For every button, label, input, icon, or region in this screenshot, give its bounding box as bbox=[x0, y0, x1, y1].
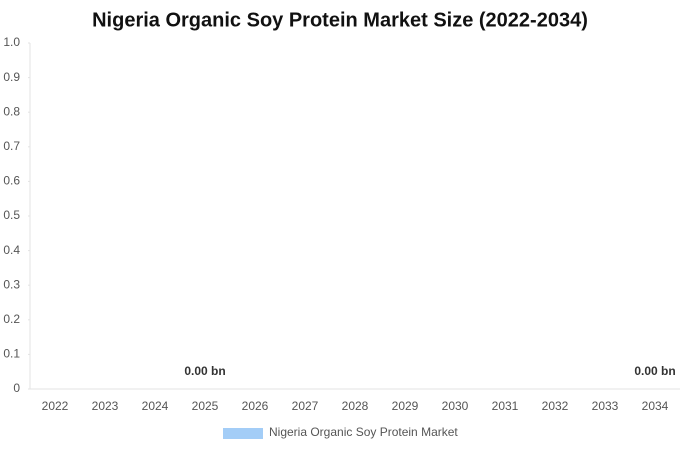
x-tick-label: 2031 bbox=[492, 399, 519, 413]
value-label: 0.00 bn bbox=[184, 364, 225, 378]
y-tick-label: 0.8 bbox=[3, 104, 20, 118]
legend-swatch bbox=[223, 428, 263, 439]
y-tick-label: 0 bbox=[13, 381, 20, 395]
legend-label: Nigeria Organic Soy Protein Market bbox=[269, 425, 458, 439]
x-tick-label: 2025 bbox=[192, 399, 219, 413]
y-tick-label: 0.9 bbox=[3, 70, 20, 84]
x-tick-label: 2030 bbox=[442, 399, 469, 413]
y-tick-label: 0.2 bbox=[3, 312, 20, 326]
x-tick-label: 2028 bbox=[342, 399, 369, 413]
y-tick-label: 0.5 bbox=[3, 208, 20, 222]
x-tick-label: 2026 bbox=[242, 399, 269, 413]
x-tick-label: 2034 bbox=[642, 399, 669, 413]
x-tick-label: 2027 bbox=[292, 399, 319, 413]
y-tick-label: 0.1 bbox=[3, 347, 20, 361]
y-tick-label: 0.7 bbox=[3, 139, 20, 153]
y-tick-label: 0.6 bbox=[3, 174, 20, 188]
x-tick-label: 2024 bbox=[142, 399, 169, 413]
x-tick-label: 2022 bbox=[42, 399, 69, 413]
x-tick-label: 2023 bbox=[92, 399, 119, 413]
x-tick-label: 2029 bbox=[392, 399, 419, 413]
x-tick-label: 2033 bbox=[592, 399, 619, 413]
y-tick-label: 1.0 bbox=[3, 35, 20, 49]
value-label: 0.00 bn bbox=[634, 364, 675, 378]
chart-title: Nigeria Organic Soy Protein Market Size … bbox=[92, 9, 588, 31]
y-tick-label: 0.4 bbox=[3, 243, 20, 257]
y-tick-label: 0.3 bbox=[3, 277, 20, 291]
x-tick-label: 2032 bbox=[542, 399, 569, 413]
